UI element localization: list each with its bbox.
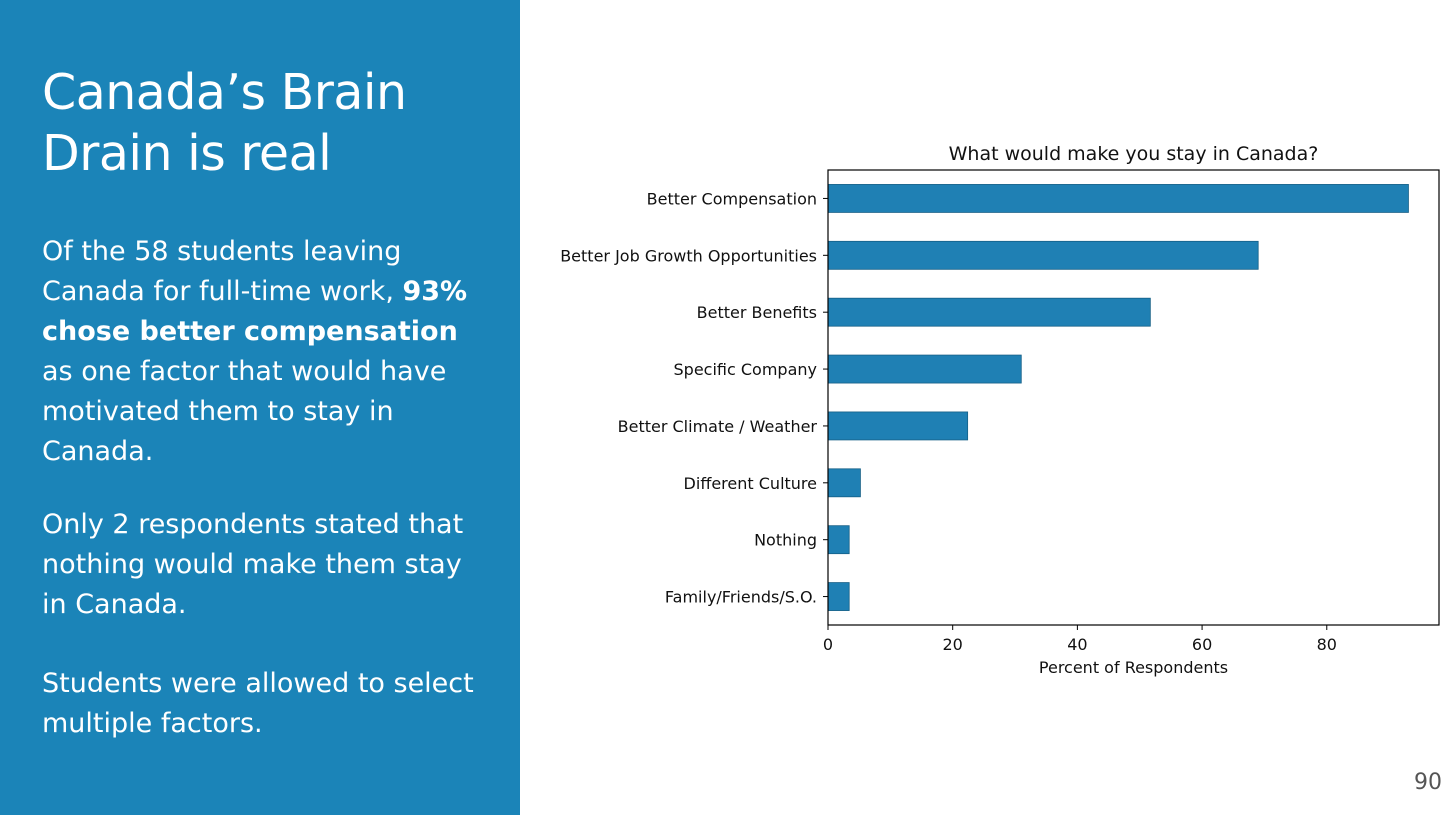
summary-highlight: 93% chose better compensation [42, 276, 468, 347]
note-paragraph: Students were allowed to select multiple… [42, 668, 474, 739]
bar-different-culture [827, 468, 861, 498]
y-tick-label: Different Culture [684, 474, 817, 493]
bar-better-compensation [827, 184, 1409, 213]
y-tick-label: Better Benefits [697, 303, 817, 322]
bar-specific-company [827, 354, 1022, 384]
x-tick-label: 80 [1317, 635, 1337, 654]
y-tick-label: Nothing [754, 531, 817, 550]
bar-nothing [827, 525, 850, 555]
bar-family-friends-s-o [827, 582, 850, 611]
x-tick-label: 60 [1192, 635, 1212, 654]
page-number: 90 [1414, 770, 1442, 795]
y-tick-label: Better Climate / Weather [618, 417, 818, 436]
chart-area: What would make you stay in Canada? Bette… [521, 0, 1456, 815]
y-tick-label: Family/Friends/S.O. [665, 588, 817, 607]
y-tick-label: Better Job Growth Opportunities [560, 246, 817, 265]
slide-title: Canada’s Brain Drain is real [42, 64, 407, 182]
bar-better-job-growth-opportunities [827, 240, 1259, 270]
bar-better-climate-weather [827, 411, 969, 441]
x-axis-label: Percent of Respondents [1039, 658, 1228, 677]
nothing-paragraph: Only 2 respondents stated that nothing w… [42, 509, 464, 620]
y-tick-label: Better Compensation [647, 189, 817, 208]
left-panel: Canada’s Brain Drain is real Of the 58 s… [0, 0, 520, 815]
x-tick-label: 20 [943, 635, 963, 654]
x-tick-label: 40 [1067, 635, 1087, 654]
bar-better-benefits [827, 297, 1151, 327]
summary-text-start: Of the 58 students leaving Canada for fu… [42, 236, 403, 307]
summary-paragraph: Of the 58 students leaving Canada for fu… [42, 232, 482, 472]
summary-text-end: as one factor that would have motivated … [42, 356, 447, 467]
chart-title: What would make you stay in Canada? [949, 143, 1319, 165]
x-tick-label: 0 [823, 635, 833, 654]
y-tick-label: Specific Company [674, 360, 817, 379]
bar-chart: What would make you stay in Canada? Bette… [560, 143, 1440, 677]
plot-frame [827, 169, 1440, 626]
